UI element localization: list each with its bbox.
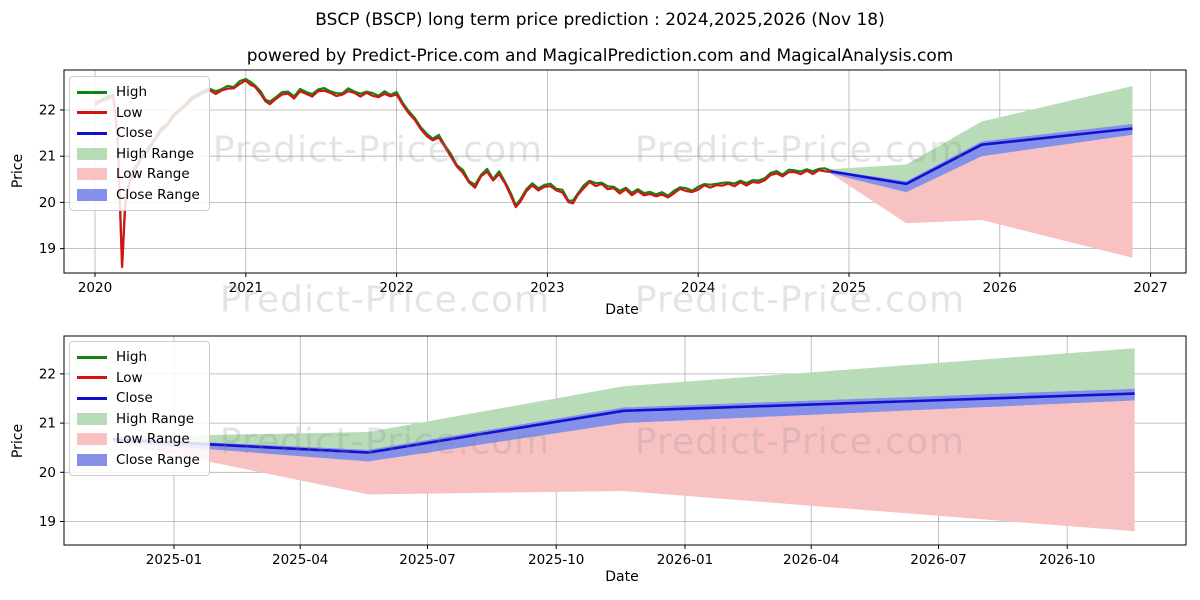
- low-line: [94, 79, 832, 269]
- legend-item-high-range: High Range: [77, 409, 205, 430]
- x-tick-label: 2026-10: [1039, 552, 1095, 568]
- watermark-text: Predict-Price.com: [634, 129, 966, 171]
- close-prediction-line: [830, 127, 1133, 186]
- close-range-swatch: [77, 453, 107, 466]
- x-tick-label: 2025: [832, 280, 866, 296]
- high-range-band: [830, 86, 1133, 182]
- legend: High Low Close High Range Low Range Close Ran…: [69, 76, 210, 211]
- legend-item-close: Close: [77, 388, 205, 409]
- chart-subtitle: powered by Predict-Price.com and Magical…: [246, 46, 954, 66]
- y-tick-label: 20: [39, 465, 56, 481]
- legend-item-low-range: Low Range: [77, 164, 205, 185]
- legend-label: Close Range: [116, 451, 200, 468]
- low-range-swatch: [77, 168, 107, 181]
- watermark-text: Predict-Price.com: [219, 421, 551, 463]
- high-line: [94, 78, 832, 267]
- legend-item-high: High: [77, 347, 205, 368]
- legend-label: High Range: [116, 145, 195, 162]
- close-range-band: [112, 388, 1135, 462]
- low-range-band: [830, 134, 1133, 258]
- legend-item-high: High: [77, 82, 205, 103]
- legend-label: High: [116, 84, 148, 101]
- legend-label: Close Range: [116, 186, 200, 203]
- high-swatch: [77, 90, 107, 94]
- legend-label: Low Range: [116, 166, 190, 183]
- plot-border: [63, 69, 1187, 274]
- close-swatch: [77, 131, 107, 135]
- close-swatch: [77, 396, 107, 400]
- legend-label: Close: [116, 125, 153, 142]
- chart-title: BSCP (BSCP) long term price prediction :…: [315, 10, 885, 30]
- x-tick-label: 2025-01: [146, 552, 202, 568]
- legend-label: Low Range: [116, 431, 190, 448]
- x-tick-label: 2026: [983, 280, 1017, 296]
- x-tick-label: 2022: [379, 280, 413, 296]
- top-price-axis-label: Price: [10, 153, 27, 189]
- watermark-text: Predict-Price.com: [219, 279, 551, 321]
- x-tick-label: 2027: [1133, 280, 1167, 296]
- legend-label: Low: [116, 369, 143, 386]
- low-swatch: [77, 111, 107, 115]
- x-tick-label: 2025-10: [528, 552, 584, 568]
- low-range-swatch: [77, 433, 107, 446]
- legend-item-low: Low: [77, 103, 205, 124]
- high-range-swatch: [77, 412, 107, 425]
- y-tick-label: 22: [39, 103, 56, 119]
- legend-label: Low: [116, 104, 143, 121]
- close-range-swatch: [77, 188, 107, 201]
- watermark-text: Predict-Price.com: [212, 129, 544, 171]
- legend: High Low Close High Range Low Range Close Ran…: [69, 341, 210, 476]
- bottom-date-axis-label: Date: [605, 569, 639, 585]
- high-range-swatch: [77, 147, 107, 160]
- x-tick-label: 2021: [229, 280, 263, 296]
- x-tick-label: 2026-04: [783, 552, 839, 568]
- watermark-text: Predict-Price.com: [634, 421, 966, 463]
- y-tick-label: 19: [39, 514, 56, 530]
- legend-item-high-range: High Range: [77, 144, 205, 165]
- x-tick-label: 2024: [681, 280, 715, 296]
- y-tick-label: 19: [39, 241, 56, 257]
- y-tick-label: 22: [39, 366, 56, 382]
- legend-label: High Range: [116, 410, 195, 427]
- close-range-band: [830, 123, 1133, 193]
- x-tick-label: 2026-07: [910, 552, 966, 568]
- legend-item-low: Low: [77, 368, 205, 389]
- bottom-price-axis-label: Price: [10, 423, 27, 459]
- x-tick-label: 2025-07: [399, 552, 455, 568]
- legend-item-close-range: Close Range: [77, 450, 205, 471]
- legend-item-low-range: Low Range: [77, 429, 205, 450]
- low-swatch: [77, 376, 107, 380]
- y-tick-label: 21: [39, 416, 56, 432]
- legend-item-close: Close: [77, 123, 205, 144]
- top-date-axis-label: Date: [605, 302, 639, 318]
- bottom-chart: 2025-01 2025-04 2025-07 2025-10 2026-01 2026-…: [39, 335, 1187, 568]
- watermark-text: Predict-Price.com: [634, 279, 966, 321]
- y-tick-label: 20: [39, 195, 56, 211]
- plot-border: [63, 335, 1187, 546]
- y-tick-label: 21: [39, 149, 56, 165]
- x-tick-label: 2023: [530, 280, 564, 296]
- x-tick-label: 2020: [78, 280, 112, 296]
- high-range-band: [112, 348, 1135, 450]
- x-tick-label: 2025-04: [272, 552, 328, 568]
- high-swatch: [77, 355, 107, 359]
- close-prediction-line: [112, 392, 1135, 454]
- low-range-band: [112, 400, 1135, 532]
- legend-label: Close: [116, 390, 153, 407]
- x-tick-label: 2026-01: [657, 552, 713, 568]
- legend-item-close-range: Close Range: [77, 185, 205, 206]
- legend-label: High: [116, 349, 148, 366]
